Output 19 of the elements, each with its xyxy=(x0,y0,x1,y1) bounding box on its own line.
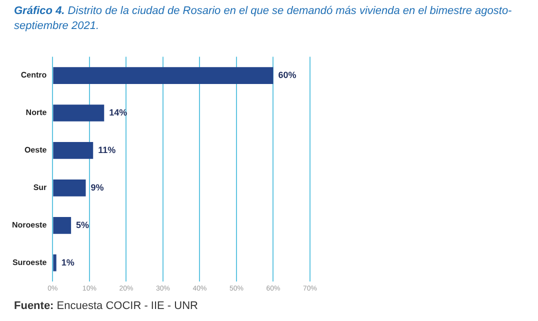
data-label: 11% xyxy=(98,144,116,155)
bar xyxy=(53,142,94,159)
bar xyxy=(53,180,86,196)
y-tick-label: Norte xyxy=(26,108,48,118)
y-tick-label: Sur xyxy=(33,183,47,192)
y-tick-label: Suroeste xyxy=(12,258,48,268)
y-tick-label: Noroeste xyxy=(12,220,48,230)
y-tick-label: Oeste xyxy=(24,146,48,155)
y-tick-label: Centro xyxy=(20,70,47,80)
bar xyxy=(53,254,56,272)
data-label: 1% xyxy=(61,257,74,268)
chart-title: Gráfico 4. Distrito de la ciudad de Rosario en el que se demandó más vivienda en el bimestre agosto-septiembre 2021. xyxy=(14,5,512,32)
data-label: 60% xyxy=(278,70,296,80)
bar xyxy=(53,216,72,234)
bar xyxy=(53,104,104,122)
data-label: 9% xyxy=(90,182,104,192)
data-label: 5% xyxy=(76,220,90,230)
bar xyxy=(53,67,274,84)
source-note: Fuente: Encuesta COCIR - IIE - UNR xyxy=(14,300,198,312)
